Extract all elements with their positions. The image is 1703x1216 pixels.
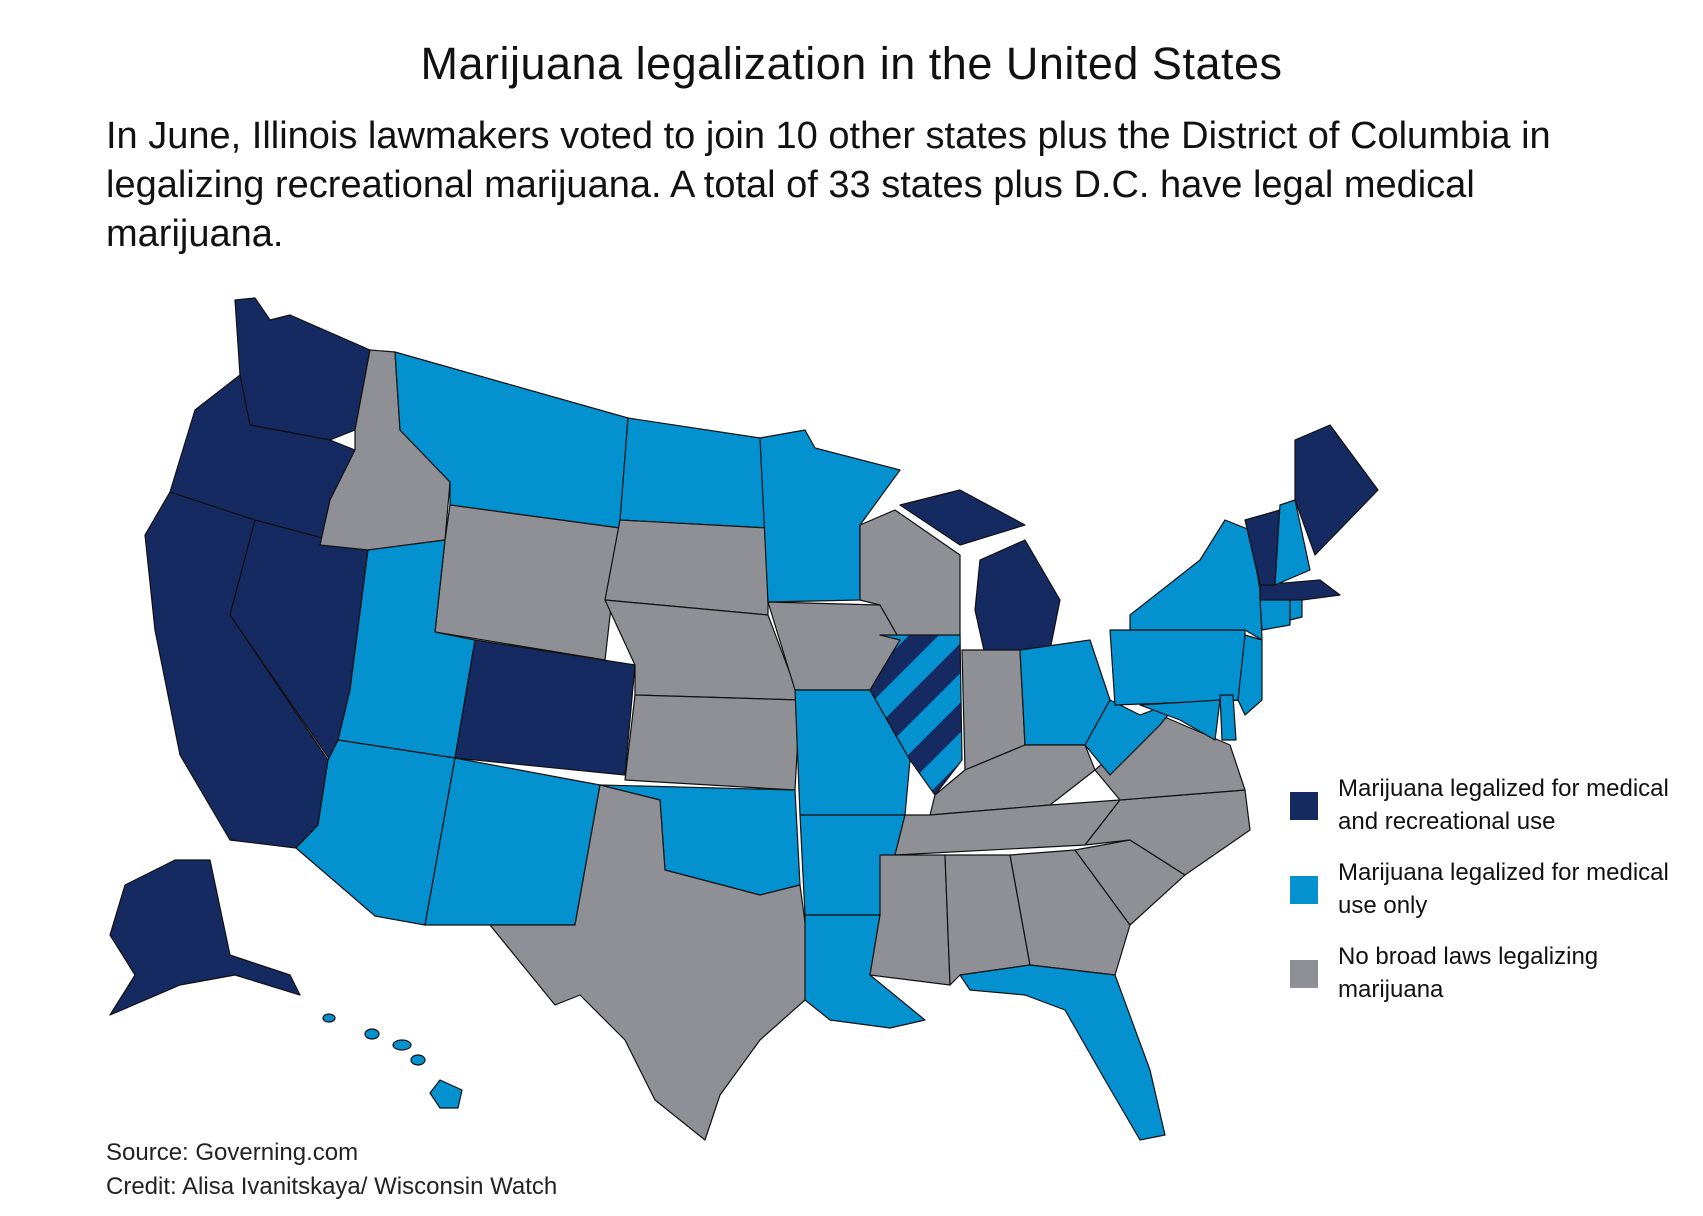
state-TN bbox=[894, 799, 1121, 856]
state-NY bbox=[1129, 519, 1263, 641]
state-CO bbox=[454, 639, 636, 776]
state-CT bbox=[1259, 596, 1291, 631]
legend-swatch-medical bbox=[1290, 876, 1318, 904]
legend-swatch-none bbox=[1290, 960, 1318, 988]
credit-text: Credit: Alisa Ivanitskaya/ Wisconsin Wat… bbox=[106, 1173, 558, 1200]
state-DE bbox=[1219, 694, 1237, 741]
state-TX bbox=[489, 784, 811, 1141]
legend-item-none: No broad laws legalizing marijuana bbox=[1290, 940, 1690, 1024]
state-NJ bbox=[1237, 634, 1263, 716]
state-AK bbox=[109, 859, 301, 1016]
state-MD bbox=[1139, 699, 1221, 741]
legend-swatch-recreational bbox=[1290, 792, 1318, 820]
state-KS bbox=[624, 694, 801, 791]
state-MS bbox=[869, 854, 951, 986]
source-text: Source: Governing.com bbox=[106, 1139, 359, 1166]
legend-item-recreational: Marijuana legalized for medical and recr… bbox=[1290, 772, 1690, 856]
state-MO bbox=[794, 689, 911, 816]
state-IL bbox=[869, 634, 963, 796]
state-NE bbox=[604, 599, 801, 701]
state-HI bbox=[322, 1013, 463, 1109]
footer: Source: Governing.com Credit: Alisa Ivan… bbox=[106, 1136, 557, 1204]
state-NH bbox=[1274, 499, 1311, 586]
legend: Marijuana legalized for medical and recr… bbox=[1290, 772, 1690, 1024]
state-WY bbox=[434, 504, 621, 661]
state-NM bbox=[424, 757, 601, 926]
map-subtitle: In June, Illinois lawmakers voted to joi… bbox=[106, 115, 1551, 255]
map-title: Marijuana legalization in the United Sta… bbox=[420, 38, 1283, 89]
legend-label-medical: Marijuana legalized for medical use only bbox=[1338, 859, 1669, 919]
state-WA bbox=[234, 297, 371, 441]
state-ND bbox=[619, 417, 769, 529]
state-MN bbox=[759, 429, 901, 603]
legend-item-medical: Marijuana legalized for medical use only bbox=[1290, 856, 1690, 940]
legend-label-recreational: Marijuana legalized for medical and recr… bbox=[1338, 775, 1669, 835]
state-MA bbox=[1259, 579, 1341, 601]
state-PA bbox=[1109, 629, 1246, 706]
legend-label-none: No broad laws legalizing marijuana bbox=[1338, 943, 1599, 1003]
state-ME bbox=[1294, 424, 1379, 556]
state-SD bbox=[604, 519, 769, 616]
state-GA bbox=[1009, 849, 1131, 976]
state-FL bbox=[959, 964, 1166, 1141]
